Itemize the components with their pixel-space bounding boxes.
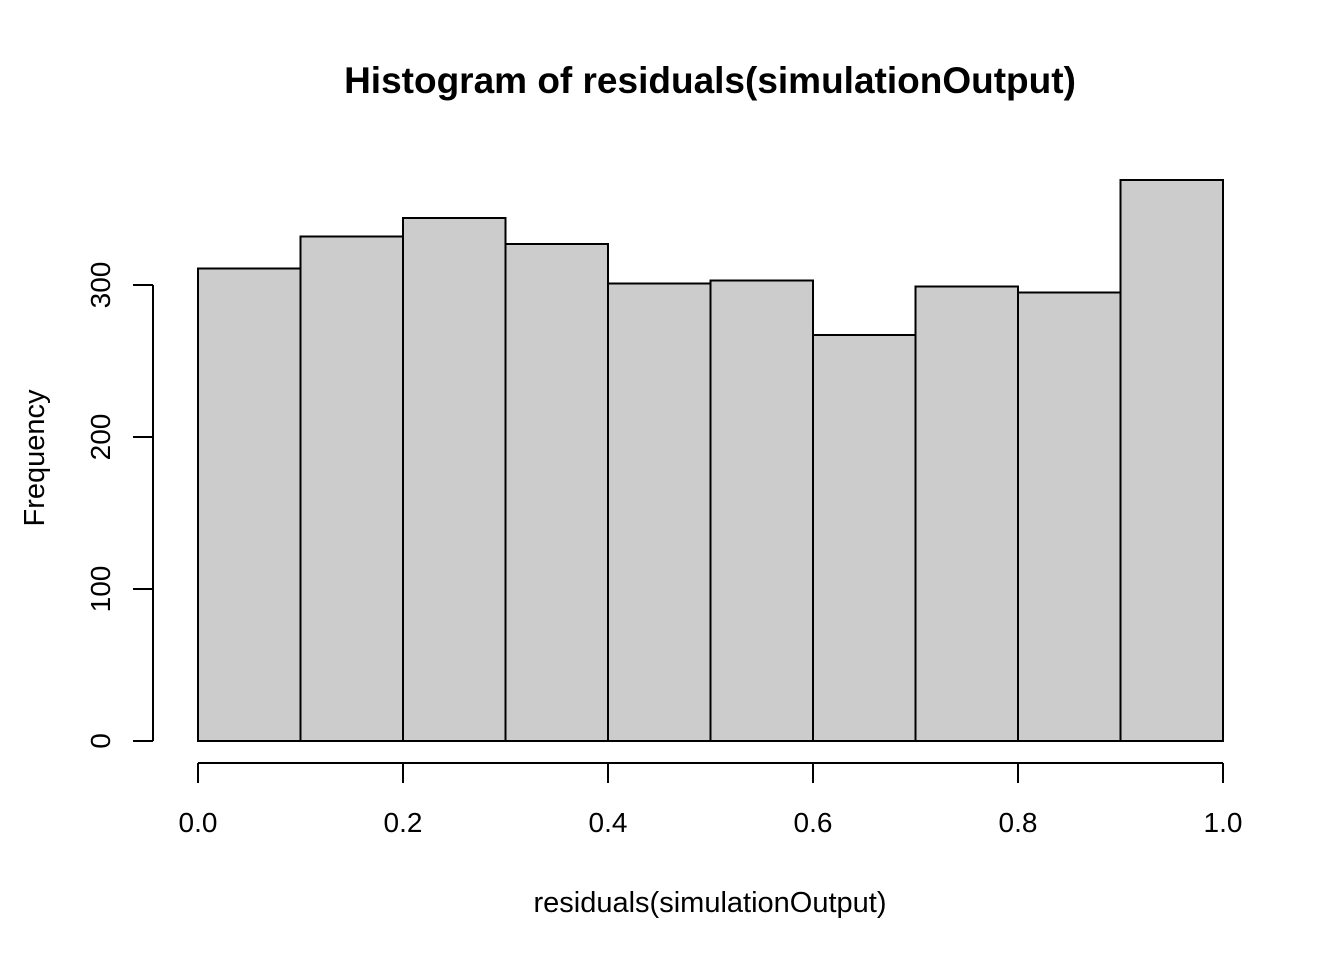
y-axis: 0 100 200 300 — [85, 262, 154, 749]
histogram-bar — [914, 285, 1019, 742]
histogram-bar — [504, 242, 609, 743]
y-tick-label: 200 — [85, 414, 116, 461]
x-tick-label: 1.0 — [1204, 807, 1243, 838]
histogram-bar — [607, 282, 712, 742]
histogram-bar — [812, 334, 917, 742]
x-tick-label: 0.6 — [794, 807, 833, 838]
histogram-bar — [299, 235, 404, 743]
x-tick-label: 0.2 — [384, 807, 423, 838]
y-tick-label: 300 — [85, 262, 116, 309]
x-tick-label: 0.0 — [179, 807, 218, 838]
y-tick-label: 100 — [85, 566, 116, 613]
x-axis-label: residuals(simulationOutput) — [534, 887, 887, 919]
histogram-bar — [709, 279, 814, 742]
y-tick-label: 0 — [85, 733, 116, 749]
chart-title: Histogram of residuals(simulationOutput) — [344, 60, 1076, 101]
x-axis: 0.0 0.2 0.4 0.6 0.8 1.0 — [179, 762, 1243, 838]
histogram-bar — [402, 217, 507, 742]
x-tick-label: 0.4 — [589, 807, 628, 838]
y-axis-label: Frequency — [19, 389, 51, 527]
histogram-bar — [1017, 291, 1122, 742]
histogram-bars — [197, 179, 1224, 743]
histogram-bar — [1119, 179, 1224, 742]
histogram-bar — [197, 267, 302, 742]
x-tick-label: 0.8 — [999, 807, 1038, 838]
